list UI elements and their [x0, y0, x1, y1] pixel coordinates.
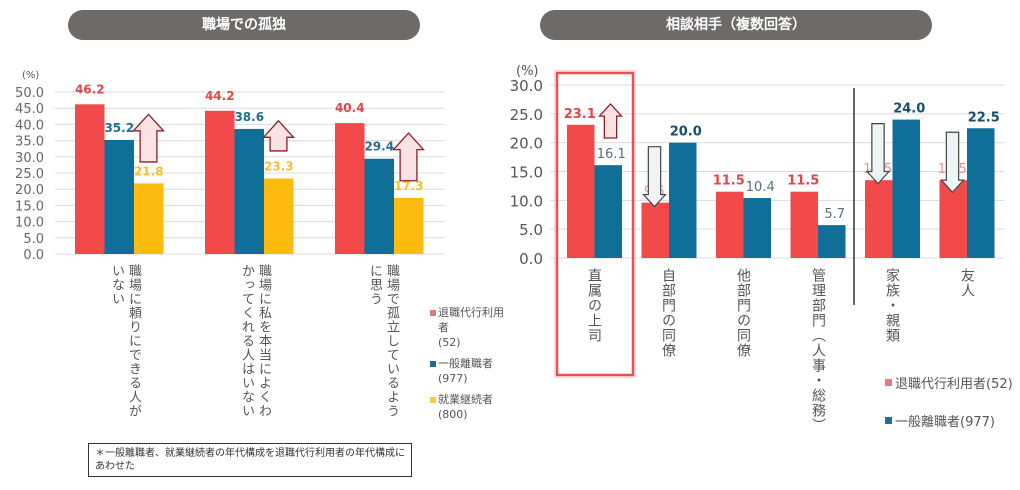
- bar: [394, 197, 424, 254]
- y-tick-label: 45.0: [15, 102, 44, 117]
- y-tick-label: 0.0: [23, 248, 44, 263]
- legend-swatch: [430, 310, 436, 316]
- up-arrow-icon: [598, 103, 623, 139]
- legend-item: 退職代行利用者 (52): [430, 305, 510, 350]
- bar: [567, 124, 595, 258]
- y-tick-label: 40.0: [15, 118, 44, 133]
- bar: [743, 198, 771, 258]
- bar: [818, 225, 846, 258]
- chart2-category-label: 自部門の同僚: [660, 268, 676, 358]
- up-arrow-icon: [262, 119, 295, 152]
- data-label: 35.2: [104, 121, 134, 135]
- bar: [134, 183, 164, 254]
- data-label: 44.2: [205, 89, 235, 103]
- y-tick-label: 20.0: [15, 183, 44, 198]
- legend-item: 就業継続者 (800): [430, 392, 510, 422]
- chart2-category-label: 家族・親類: [884, 268, 900, 343]
- data-label: 24.0: [893, 102, 925, 117]
- chart1-category-label: 職場で孤立しているよう に思う: [367, 264, 399, 418]
- bar: [865, 180, 893, 258]
- data-label: 40.4: [335, 101, 365, 115]
- data-label: 20.0: [670, 125, 702, 140]
- y-tick-label: 20.0: [510, 135, 543, 153]
- y-tick-label: 5.0: [23, 232, 44, 247]
- legend-swatch: [885, 379, 892, 386]
- legend-item: 一般離職者(977): [885, 411, 995, 430]
- data-label: 11.5: [713, 174, 745, 189]
- footnote: ＊一般離職者、就業継続者の年代構成を退職代行利用者の年代構成にあわせた: [88, 443, 412, 477]
- chart1-title: 職場での孤独: [68, 10, 420, 40]
- data-label: 5.7: [824, 207, 845, 222]
- data-label: 23.1: [564, 107, 596, 122]
- chart2-category-label: 他部門の同僚: [735, 268, 751, 358]
- y-tick-label: 10.0: [15, 216, 44, 231]
- bar: [716, 191, 744, 258]
- bar: [264, 178, 294, 254]
- y-tick-label: 15.0: [510, 164, 543, 182]
- bar: [892, 119, 920, 258]
- bar: [234, 128, 264, 254]
- legend-swatch: [430, 361, 436, 367]
- chart1-legend: 退職代行利用者 (52) 一般離職者 (977) 就業継続者 (800): [430, 305, 510, 428]
- highlight-box: [555, 71, 635, 377]
- y-tick-label: 25.0: [510, 106, 543, 124]
- legend-label: 退職代行利用者(52): [895, 377, 1013, 392]
- y-tick-label: 5.0: [519, 221, 543, 239]
- bar: [335, 123, 365, 254]
- y-tick-label: 10.0: [510, 192, 543, 210]
- chart1-category-label: 職場に頼りにできる人が いない: [109, 264, 141, 418]
- bar: [205, 110, 235, 255]
- legend-label: 就業継続者 (800): [438, 393, 493, 421]
- up-arrow-icon: [132, 113, 165, 163]
- bar: [939, 180, 967, 258]
- legend-item: 一般離職者 (977): [430, 356, 510, 386]
- y-tick-label: 30.0: [15, 151, 44, 166]
- data-label: 17.3: [394, 179, 424, 193]
- down-arrow-icon: [940, 131, 965, 194]
- data-label: 38.6: [234, 110, 264, 124]
- legend-label: 一般離職者(977): [895, 415, 995, 430]
- bar: [364, 158, 394, 254]
- bar: [594, 165, 622, 258]
- legend-label: 一般離職者 (977): [438, 357, 493, 385]
- data-label: 16.1: [597, 147, 626, 162]
- up-arrow-icon: [392, 132, 425, 182]
- data-label: 22.5: [968, 110, 1000, 125]
- data-label: 10.4: [746, 180, 775, 195]
- highlight-glow: [554, 70, 636, 378]
- bar: [75, 104, 105, 254]
- chart2-category-label: 友人: [959, 268, 975, 298]
- y-tick-label: 25.0: [15, 167, 44, 182]
- bar: [104, 139, 134, 254]
- data-label: 21.8: [134, 164, 164, 178]
- bar: [967, 128, 995, 258]
- y-tick-label: 35.0: [15, 135, 44, 150]
- legend-swatch: [430, 397, 436, 403]
- chart2-category-label: 管理部門（人事・総務）: [810, 268, 826, 433]
- y-tick-label: 50.0: [15, 86, 44, 101]
- chart1-category-label: 職場に私を本当によくわ かってくれる人はいない: [239, 264, 271, 418]
- chart2-title: 相談相手（複数回答）: [540, 10, 932, 40]
- bar: [790, 191, 818, 258]
- y-tick-label: 0.0: [519, 250, 543, 268]
- chart2-unit-label: (%): [516, 64, 539, 79]
- data-label: 23.3: [264, 160, 294, 174]
- chart1-unit-label: (%): [22, 70, 40, 81]
- down-arrow-icon: [865, 123, 891, 185]
- chart2-category-label: 直属の上司: [586, 268, 602, 343]
- legend-label: 退職代行利用者 (52): [438, 306, 504, 349]
- bar: [641, 202, 669, 258]
- legend-item: 退職代行利用者(52): [885, 373, 1013, 392]
- data-label: 46.2: [75, 82, 105, 96]
- data-label: 29.4: [364, 140, 394, 154]
- legend-swatch: [885, 417, 892, 424]
- y-tick-label: 15.0: [15, 199, 44, 214]
- bar: [669, 142, 697, 258]
- data-label: 11.5: [787, 174, 819, 189]
- down-arrow-icon: [642, 146, 667, 208]
- y-tick-label: 30.0: [510, 77, 543, 95]
